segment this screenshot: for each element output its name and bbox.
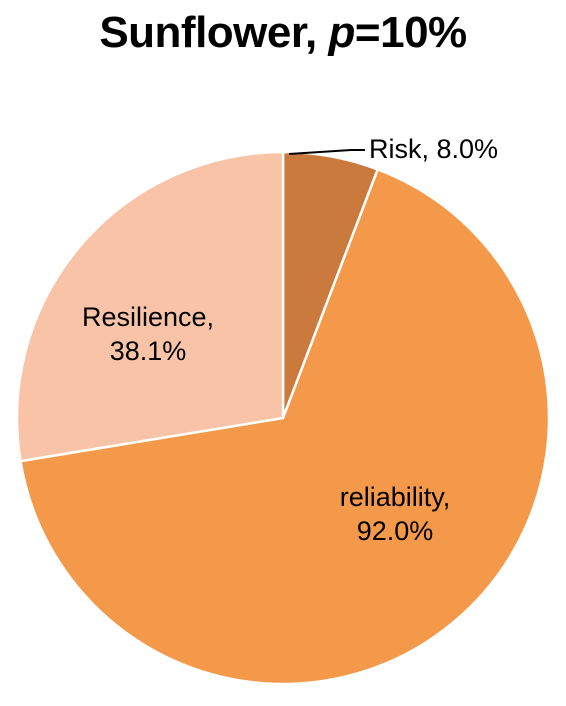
pie-slice-resilience	[15, 150, 285, 463]
pie-slices	[15, 150, 551, 686]
chart-title-prefix: Sunflower,	[99, 8, 329, 57]
data-label-resilience-value: 38.1%	[110, 336, 187, 366]
pie-slice-reliability	[19, 168, 551, 686]
pie-data-labels: Risk, 8.0% reliability, 92.0% Resilience, 38…	[82, 134, 498, 546]
chart-title-variable: p	[328, 8, 356, 57]
chart-title-suffix: =10%	[354, 8, 467, 57]
data-label-risk: Risk, 8.0%	[369, 134, 498, 164]
leader-line-risk	[288, 149, 365, 155]
data-label-reliability-name: reliability,	[340, 482, 451, 512]
data-label-resilience-name: Resilience,	[82, 302, 214, 332]
chart-title: Sunflower, p=10%	[0, 8, 566, 58]
data-label-reliability-value: 92.0%	[357, 516, 434, 546]
